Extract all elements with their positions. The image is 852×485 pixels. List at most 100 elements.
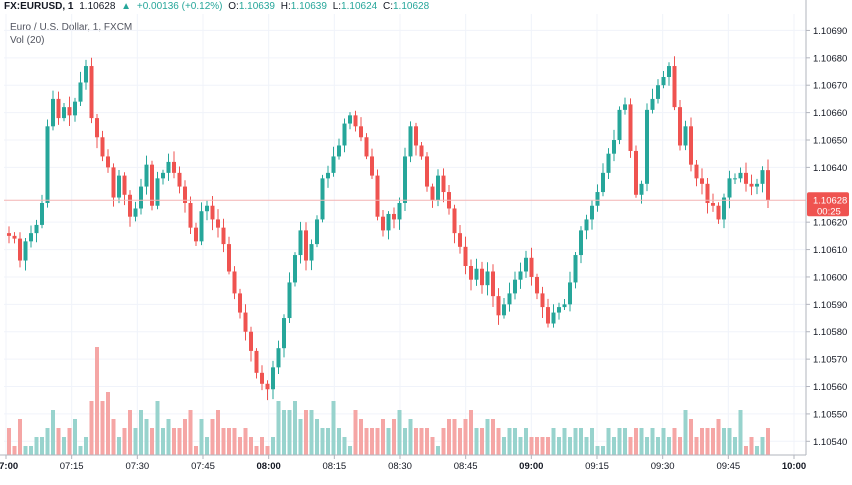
candle-body [51,98,55,127]
volume-bar [375,428,380,455]
price-tick-label: 1.10580 [813,327,847,338]
candle-body [100,137,105,157]
candle-body [166,161,171,173]
volume-bar [12,446,17,455]
candle-body [128,194,132,217]
candle-body [342,123,347,146]
volume-bar [100,401,105,455]
chart-legend-title[interactable]: Euro / U.S. Dollar, 1, FXCM [10,22,133,33]
volume-bar [595,446,600,455]
volume-bar [199,419,204,455]
time-tick-label: 07:00 [0,461,18,472]
volume-bar [45,428,50,455]
candle-body [29,233,33,242]
price-tick-label: 1.10670 [813,81,847,92]
symbol-header: FX:EURUSD, 1 1.10628 ▲ +0.00136 (+0.12%)… [4,0,432,14]
volume-bar [23,446,28,455]
volume-bar [766,428,770,455]
volume-bar [397,410,402,455]
candle-body [397,203,402,220]
time-tick-label: 10:00 [782,461,806,472]
price-tick-label: 1.10570 [813,355,847,366]
candle-body [62,107,66,119]
time-tick-label: 08:00 [257,461,281,472]
candle-body [298,230,303,256]
volume-bar [645,437,649,455]
price-axis[interactable]: 1.10540 1.10550 1.10560 1.10570 1.10580 1.105… [805,0,847,455]
volume-bar [562,428,567,455]
open-value: 1.10639 [238,1,275,12]
close-value: 1.10628 [392,1,430,12]
volume-bar [221,428,226,455]
price-tick-label: 1.10550 [813,409,847,420]
volume-bar [282,410,286,455]
volume-bar [540,437,545,455]
volume-bar [656,437,660,455]
candle-body [425,156,429,187]
volume-bar [749,437,754,455]
low-label: L: [332,1,342,12]
candle-body [639,183,644,195]
candle-body [414,126,418,146]
candle-body [612,140,616,154]
candle-body [623,104,627,110]
candle-body [84,66,88,83]
price-tick-label: 1.10690 [813,26,847,37]
volume-bar [705,428,710,455]
symbol-name[interactable]: FX:EURUSD, 1 [4,1,74,12]
candle-body [436,175,440,201]
volume-bar [551,428,556,455]
candle-body [606,153,611,173]
candle-body [150,164,154,206]
candle-body [441,175,446,193]
candle-body [672,66,677,108]
volume-bar [403,428,407,455]
volume-bar [18,419,22,455]
volume-bar [183,419,187,455]
candle-body [584,219,589,231]
volume-bar [67,428,72,455]
volume-bar [579,428,583,455]
volume-bar [265,446,270,455]
high-value: 1.10639 [290,1,327,12]
price-tick-label: 1.10590 [813,300,847,311]
volume-legend[interactable]: Vol (20) [10,35,45,46]
candle-body [766,170,770,201]
candle-body [568,282,572,305]
candle-body [694,164,699,179]
candle-body [304,230,308,261]
candle-body [722,197,726,220]
candle-body [744,172,748,184]
candle-body [320,178,325,220]
price-badge-value: 1.10628 [813,195,847,206]
time-axis[interactable]: 07:00 07:15 07:30 07:45 08:00 08:15 08:30 08:45… [0,454,806,472]
candle-body [243,312,248,332]
volume-bar [370,428,374,455]
volume-bar [392,419,396,455]
volume-bar [364,428,369,455]
volume-bar [700,428,704,455]
time-tick-label: 09:00 [519,461,543,472]
candle-body [403,156,407,203]
candle-body [12,235,17,239]
volume-bar [722,428,726,455]
candle-body [711,203,715,206]
candle-body [7,233,11,236]
candle-body [535,276,539,294]
price-tick-label: 1.10660 [813,108,847,119]
candle-body [573,255,578,283]
volume-bar [260,437,264,455]
candle-body [221,227,226,245]
candle-body [205,205,209,212]
volume-bar [716,419,721,455]
candle-body [513,279,517,294]
candle-body [507,293,512,305]
candle-body [485,271,490,286]
volume-bar [738,410,743,455]
candle-body [689,126,693,165]
volume-bar [56,428,61,455]
volume-bar [408,419,413,455]
volume-bar [760,437,765,455]
candle-body [34,224,39,234]
